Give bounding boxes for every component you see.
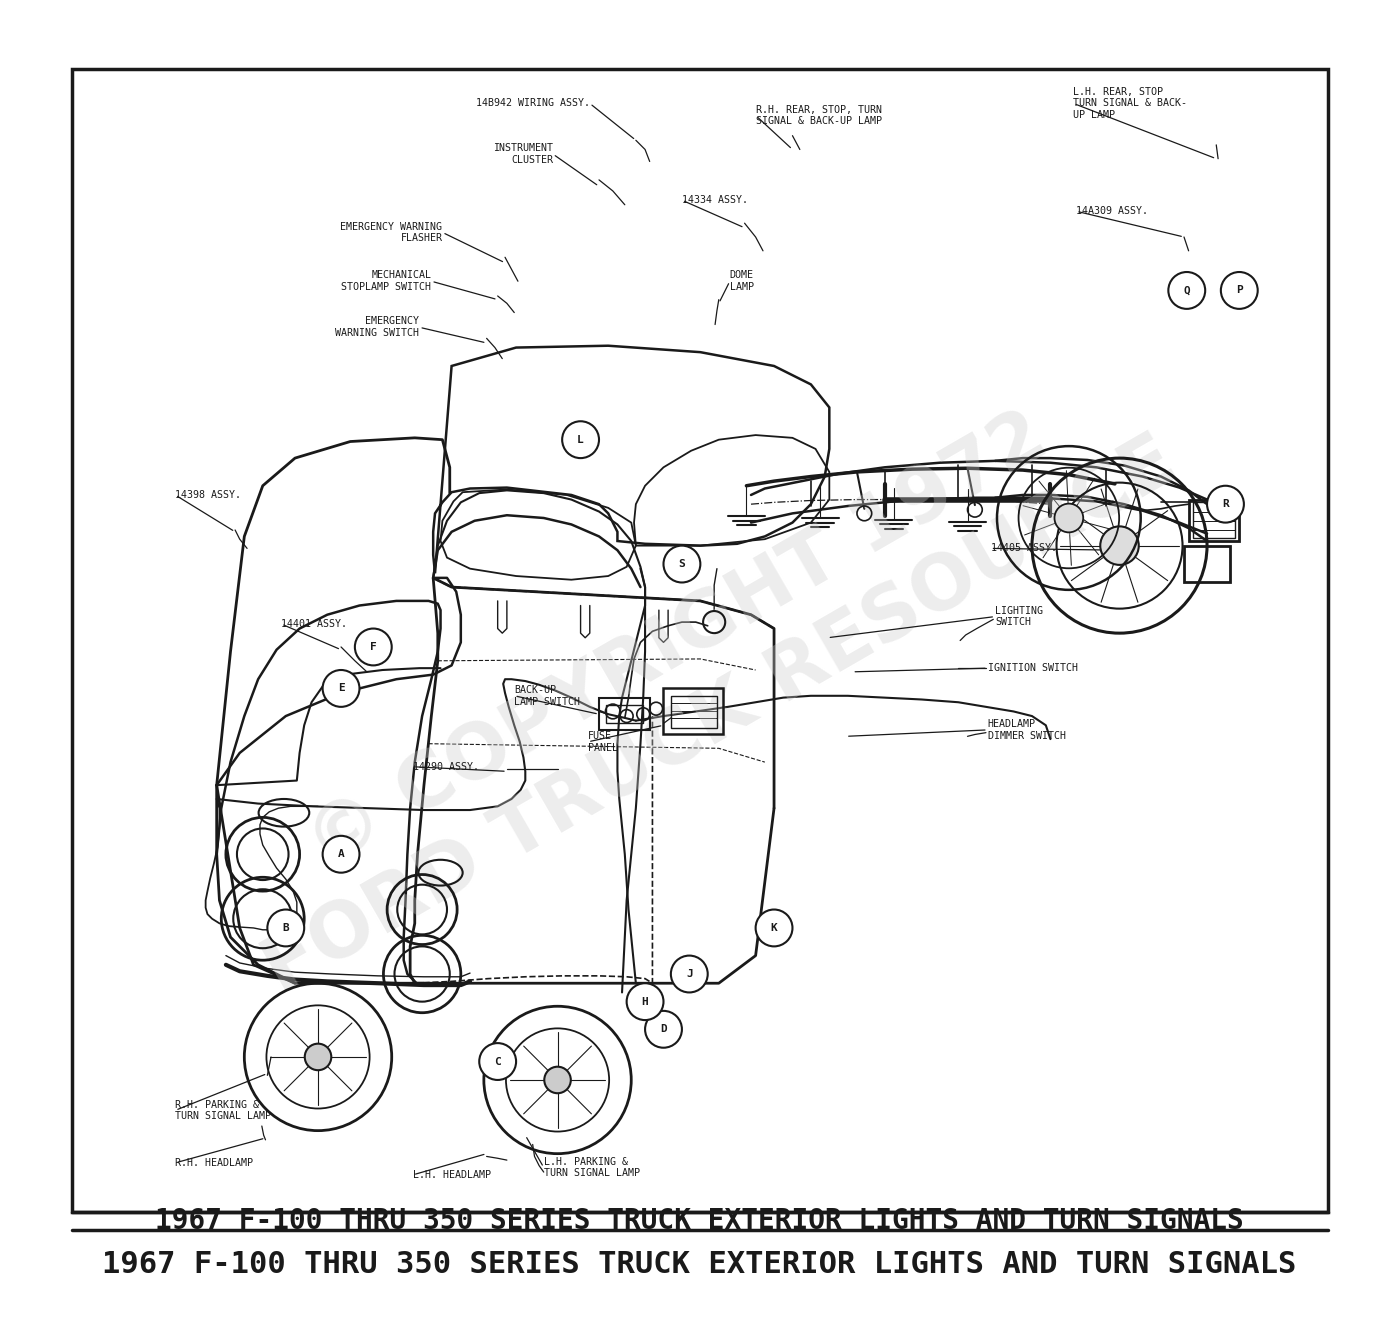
- Text: FUSE
PANEL: FUSE PANEL: [588, 732, 618, 753]
- Text: P: P: [1235, 285, 1242, 295]
- Text: R.H. REAR, STOP, TURN
SIGNAL & BACK-UP LAMP: R.H. REAR, STOP, TURN SIGNAL & BACK-UP L…: [755, 105, 881, 126]
- Circle shape: [1207, 485, 1244, 523]
- Text: FORD: FORD: [1111, 541, 1129, 551]
- Text: 14405 ASSY.: 14405 ASSY.: [990, 544, 1056, 553]
- Text: K: K: [771, 923, 778, 933]
- Text: B: B: [283, 923, 290, 933]
- Circle shape: [355, 628, 392, 666]
- Circle shape: [1100, 527, 1139, 565]
- Text: F: F: [369, 642, 376, 653]
- Text: HEADLAMP
DIMMER SWITCH: HEADLAMP DIMMER SWITCH: [988, 720, 1066, 741]
- Text: 14B942 WIRING ASSY.: 14B942 WIRING ASSY.: [476, 98, 590, 109]
- Text: FORD: FORD: [548, 1076, 567, 1084]
- Circle shape: [1221, 272, 1258, 308]
- Text: L.H. REAR, STOP
TURN SIGNAL & BACK-
UP LAMP: L.H. REAR, STOP TURN SIGNAL & BACK- UP L…: [1073, 87, 1188, 121]
- Text: 1967 F-100 THRU 350 SERIES TRUCK EXTERIOR LIGHTS AND TURN SIGNALS: 1967 F-100 THRU 350 SERIES TRUCK EXTERIO…: [155, 1207, 1244, 1235]
- Text: IGNITION SWITCH: IGNITION SWITCH: [988, 663, 1077, 673]
- Text: LIGHTING
SWITCH: LIGHTING SWITCH: [995, 606, 1044, 627]
- Bar: [663, 689, 723, 734]
- Bar: [1184, 545, 1230, 583]
- Circle shape: [755, 910, 792, 946]
- Text: EMERGENCY WARNING
FLASHER: EMERGENCY WARNING FLASHER: [340, 221, 442, 243]
- Text: © COPYRIGHT 1972
FORD TRUCK RESOURCE: © COPYRIGHT 1972 FORD TRUCK RESOURCE: [208, 350, 1191, 1009]
- Text: R.H. PARKING &
TURN SIGNAL LAMP: R.H. PARKING & TURN SIGNAL LAMP: [175, 1100, 271, 1122]
- Text: BACK-UP
LAMP SWITCH: BACK-UP LAMP SWITCH: [515, 685, 581, 706]
- Circle shape: [1168, 272, 1205, 308]
- Text: DOME
LAMP: DOME LAMP: [730, 271, 754, 292]
- Circle shape: [480, 1043, 516, 1080]
- Text: C: C: [494, 1056, 501, 1067]
- Circle shape: [305, 1044, 332, 1071]
- Text: L: L: [578, 434, 583, 445]
- Text: MECHANICAL
STOPLAMP SWITCH: MECHANICAL STOPLAMP SWITCH: [341, 271, 431, 292]
- Circle shape: [267, 910, 304, 946]
- Text: 14A309 ASSY.: 14A309 ASSY.: [1076, 206, 1149, 216]
- Text: 14334 ASSY.: 14334 ASSY.: [681, 196, 748, 205]
- Text: S: S: [679, 559, 686, 570]
- Circle shape: [645, 1010, 681, 1048]
- Bar: [606, 705, 644, 724]
- Text: 14401 ASSY.: 14401 ASSY.: [281, 619, 347, 628]
- Circle shape: [627, 984, 663, 1020]
- Text: A: A: [337, 850, 344, 859]
- Text: INSTRUMENT
CLUSTER: INSTRUMENT CLUSTER: [492, 143, 553, 165]
- Text: Q: Q: [1184, 285, 1191, 295]
- Text: J: J: [686, 969, 693, 980]
- Text: 14290 ASSY.: 14290 ASSY.: [413, 761, 478, 772]
- Text: EMERGENCY
WARNING SWITCH: EMERGENCY WARNING SWITCH: [336, 316, 420, 338]
- Text: R: R: [1223, 500, 1228, 509]
- Text: R.H. HEADLAMP: R.H. HEADLAMP: [175, 1158, 253, 1168]
- Text: 14398 ASSY.: 14398 ASSY.: [175, 490, 241, 500]
- Circle shape: [663, 545, 701, 583]
- Text: H: H: [642, 997, 649, 1006]
- Text: 1967 F-100 THRU 350 SERIES TRUCK EXTERIOR LIGHTS AND TURN SIGNALS: 1967 F-100 THRU 350 SERIES TRUCK EXTERIO…: [102, 1250, 1297, 1278]
- Text: D: D: [660, 1024, 667, 1034]
- Circle shape: [323, 836, 360, 872]
- Circle shape: [323, 670, 360, 708]
- Circle shape: [544, 1067, 571, 1093]
- Text: L.H. PARKING &
TURN SIGNAL LAMP: L.H. PARKING & TURN SIGNAL LAMP: [544, 1156, 639, 1178]
- Circle shape: [672, 955, 708, 993]
- Bar: [1189, 500, 1240, 541]
- Text: L.H. HEADLAMP: L.H. HEADLAMP: [413, 1170, 491, 1179]
- Circle shape: [562, 421, 599, 458]
- Text: E: E: [337, 683, 344, 693]
- Bar: [1193, 502, 1235, 539]
- Circle shape: [1055, 504, 1083, 532]
- Bar: [672, 695, 716, 728]
- Bar: [599, 698, 649, 730]
